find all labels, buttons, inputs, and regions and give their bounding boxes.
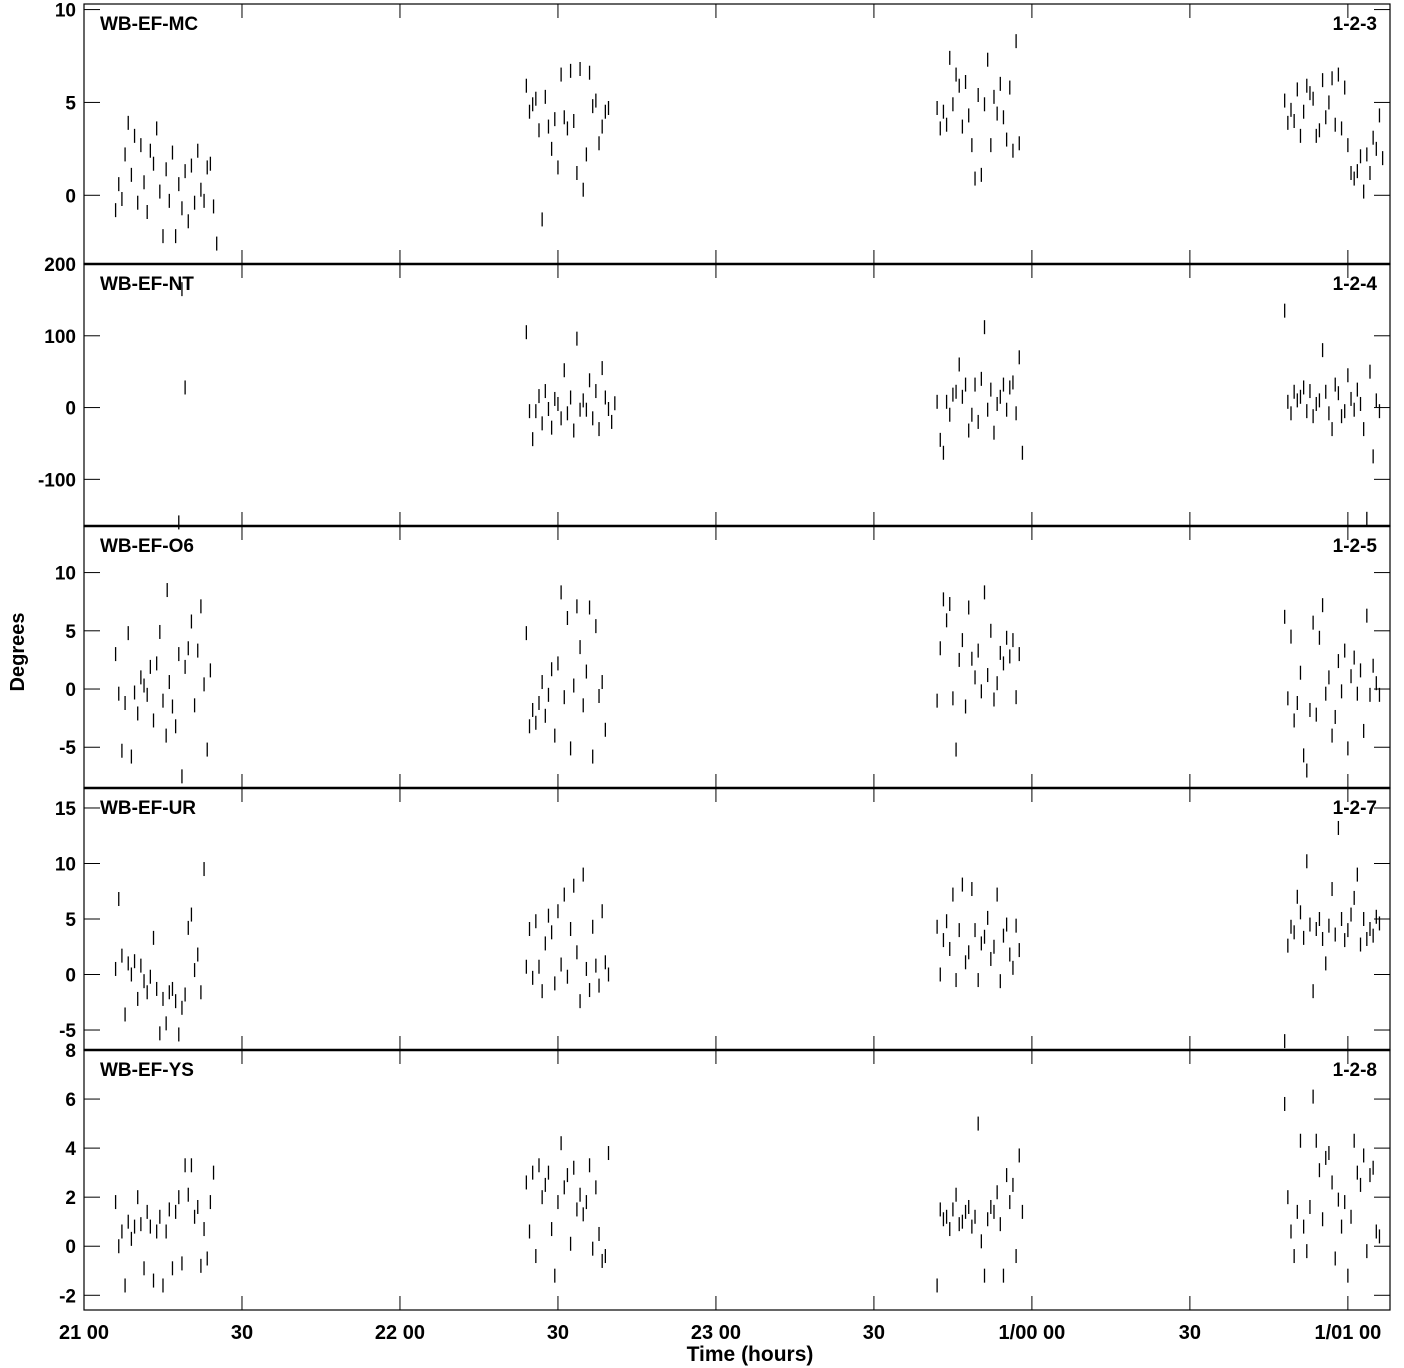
y-tick-label: 5 xyxy=(65,622,76,643)
y-tick-label: 5 xyxy=(65,93,76,114)
y-tick-label: 0 xyxy=(65,1237,76,1258)
y-tick-label: 0 xyxy=(65,186,76,207)
panel-tag: 1-2-7 xyxy=(1333,798,1377,819)
panel-frame xyxy=(83,787,1391,1051)
panel-frame xyxy=(83,525,1391,789)
panel-frame xyxy=(83,3,1391,265)
y-tick-label: -5 xyxy=(59,1021,76,1042)
y-tick-label: 6 xyxy=(65,1090,76,1111)
y-tick-label: 10 xyxy=(55,564,76,585)
x-tick-label: 21 00 xyxy=(59,1322,109,1344)
panel-wb-ef-nt: -100 0 100 200 WB-EF-NT 1-2-4 xyxy=(38,255,1391,530)
y-tick-label: 2 xyxy=(65,1188,76,1209)
panel-tag: 1-2-3 xyxy=(1333,14,1377,35)
y-tick-label: 5 xyxy=(65,910,76,931)
x-tick-label: 1/00 00 xyxy=(999,1322,1066,1344)
y-tick-label: 8 xyxy=(65,1041,76,1062)
panel-wb-ef-o6: -5 0 5 10 WB-EF-O6 1-2-5 xyxy=(55,524,1391,789)
panel-tag: 1-2-5 xyxy=(1333,536,1378,557)
y-tick-label: 100 xyxy=(44,327,76,348)
x-tick-label: 30 xyxy=(1179,1322,1201,1344)
panel-baseline-label: WB-EF-O6 xyxy=(100,536,194,557)
y-tick-label: 4 xyxy=(65,1139,76,1160)
x-tick-label: 22 00 xyxy=(375,1322,425,1344)
y-tick-label: 15 xyxy=(55,799,77,820)
y-tick-label: -100 xyxy=(38,470,76,491)
y-tick-label: 10 xyxy=(55,854,76,875)
panel-baseline-label: WB-EF-YS xyxy=(100,1060,194,1081)
y-tick-label: 0 xyxy=(65,966,76,987)
x-tick-label: 30 xyxy=(863,1322,885,1344)
y-tick-label: 10 xyxy=(55,1,76,22)
y-tick-label: 0 xyxy=(65,399,76,420)
panel-wb-ef-ys: -2 0 2 4 6 8 WB-EF-YS 1-2-8 xyxy=(59,1041,1391,1311)
x-tick-label: 23 00 xyxy=(691,1322,741,1344)
panel-tag: 1-2-8 xyxy=(1333,1060,1377,1081)
y-tick-label: -2 xyxy=(59,1286,76,1307)
x-tick-label: 30 xyxy=(547,1322,569,1344)
panel-wb-ef-mc: 0 5 10 WB-EF-MC 1-2-3 xyxy=(55,1,1391,265)
y-tick-label: 200 xyxy=(44,255,76,276)
panel-baseline-label: WB-EF-MC xyxy=(100,14,198,35)
panel-wb-ef-ur: -5 0 5 10 15 WB-EF-UR 1-2-7 xyxy=(55,786,1391,1051)
x-tick-label: 30 xyxy=(231,1322,253,1344)
y-tick-label: 0 xyxy=(65,680,76,701)
x-tick-label: 1/01 00 xyxy=(1315,1322,1382,1344)
panel-baseline-label: WB-EF-UR xyxy=(100,798,196,819)
panel-baseline-label: WB-EF-NT xyxy=(100,274,194,295)
panel-frame xyxy=(83,1049,1391,1311)
x-axis-label: Time (hours) xyxy=(687,1343,814,1366)
panel-tag: 1-2-4 xyxy=(1333,274,1378,295)
y-tick-label: -5 xyxy=(59,738,76,759)
y-axis-label: Degrees xyxy=(7,613,29,692)
panel-frame xyxy=(83,263,1391,527)
